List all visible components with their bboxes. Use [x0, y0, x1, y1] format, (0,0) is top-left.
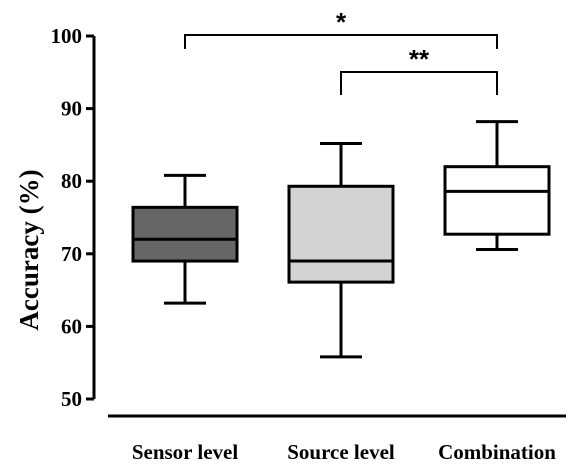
box-1 [131, 173, 239, 305]
box-iqr [131, 205, 239, 263]
significance-label: ** [409, 44, 430, 74]
box-3 [443, 120, 551, 251]
y-axis-title: Accuracy (%) [14, 169, 44, 330]
x-category-label: Source level [287, 440, 395, 464]
bracket-line [340, 71, 498, 95]
y-tick-label: 100 [51, 24, 83, 48]
y-tick-label: 60 [61, 314, 82, 338]
bracket-line [184, 34, 498, 49]
significance-bracket: ** [340, 44, 498, 95]
y-tick-label: 70 [61, 242, 82, 266]
box-series [131, 120, 551, 359]
significance-bracket: * [184, 7, 498, 49]
box-2 [287, 141, 395, 359]
y-tick-label: 80 [61, 169, 82, 193]
y-tick-label: 50 [61, 387, 82, 411]
box-iqr [443, 165, 551, 236]
significance-brackets: *** [184, 7, 498, 95]
x-category-label: Combination [438, 440, 556, 464]
y-axis: 50 60 70 80 90 100 [51, 24, 96, 411]
x-axis: Sensor level Source level Combination [108, 414, 566, 464]
significance-label: * [336, 7, 347, 37]
y-tick-label: 90 [61, 97, 82, 121]
box-iqr [287, 184, 395, 284]
x-category-label: Sensor level [132, 440, 239, 464]
